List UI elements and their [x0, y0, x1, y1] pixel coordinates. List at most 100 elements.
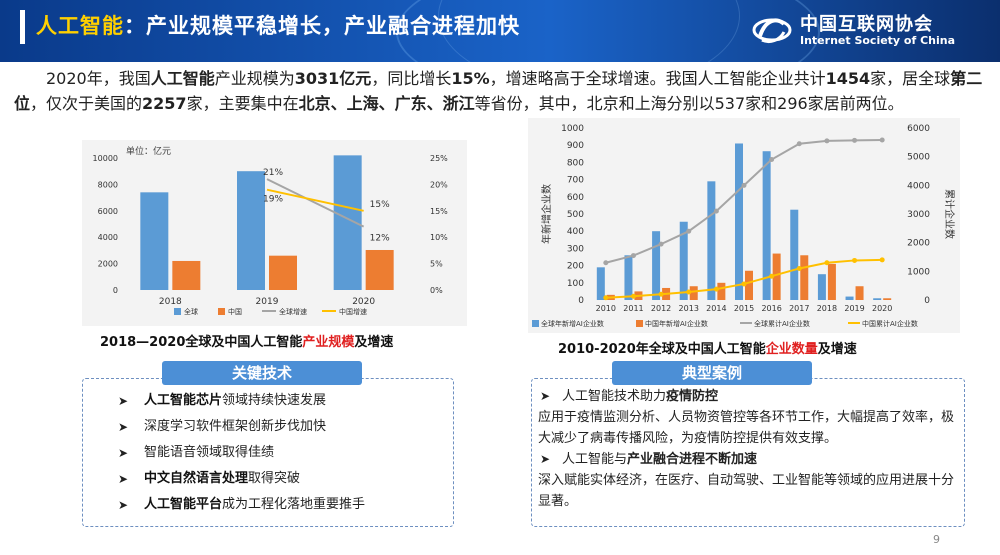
org-logo: 中国互联网协会 Internet Society of China — [746, 8, 986, 50]
chart2-caption: 2010-2020年全球及中国人工智能企业数量及增速 — [558, 342, 857, 357]
cumulative-point — [658, 291, 664, 297]
bar-china-new — [827, 263, 836, 300]
bar-global-new — [790, 209, 799, 300]
case-heading: ➤ 人工智能与产业融合进程不断加速 — [538, 449, 960, 470]
bar-china-new — [800, 255, 809, 300]
arrow-bullet-icon: ➤ — [540, 452, 551, 466]
cumulative-point — [852, 137, 858, 143]
arrow-bullet-icon: ➤ — [118, 498, 129, 512]
bar-china-new — [772, 253, 781, 300]
bar-global-new — [624, 255, 633, 300]
x-tick-label: 2020 — [352, 297, 375, 307]
title-banner: 人工智能：产业规模平稳增长，产业融合进程加快 中国互联网协会 Internet … — [0, 0, 1000, 62]
page-number: 9 — [933, 533, 940, 546]
cumulative-point — [630, 293, 636, 299]
y-left-tick-label: 100 — [567, 279, 584, 289]
y-right-tick-label: 5% — [430, 260, 443, 269]
cumulative-point — [741, 281, 747, 287]
enterprise-count-chart-svg: 0 100 200 300 400 500 600 700 800 900 1000 0 1000 200… — [532, 124, 956, 328]
bar-china-new — [717, 282, 726, 300]
key-tech-item: ➤ 深度学习软件框架创新步伐加快 — [118, 414, 448, 440]
bar-global-new — [873, 298, 882, 300]
bar-global-new — [762, 151, 771, 300]
y-right-tick-label: 0% — [430, 286, 443, 295]
y-left-tick-label: 500 — [567, 210, 584, 220]
legend-label: 全球年新增AI企业数 — [541, 319, 604, 328]
y-left-tick-label: 10000 — [93, 154, 118, 163]
case-body: 深入赋能实体经济，在医疗、自动驾驶、工业智能等领域的应用进展十分显著。 — [538, 473, 955, 509]
page-title: 人工智能：产业规模平稳增长，产业融合进程加快 — [36, 10, 520, 40]
legend-label: 中国增速 — [339, 307, 367, 316]
bar-china-new — [855, 286, 864, 300]
industry-scale-chart: 单位：亿元 0 2000 4000 6000 8000 10000 0% 5% 10% 15% 20%… — [82, 140, 467, 326]
bar-global-new — [652, 231, 661, 300]
legend-label: 中国 — [228, 307, 242, 316]
cumulative-point — [603, 295, 609, 301]
chart1-caption: 2018—2020全球及中国人工智能产业规模及增速 — [100, 335, 394, 350]
bar-china-new — [689, 286, 698, 300]
y-right-axis-label: 累计企业数 — [943, 189, 956, 239]
y-right-tick-label: 25% — [430, 154, 448, 163]
bar-global-new — [596, 267, 605, 300]
x-tick-label: 2011 — [623, 304, 643, 313]
cases-content: ➤ 人工智能技术助力疫情防控 应用于疫情监测分析、人员物资管控等各环节工作，大幅提… — [538, 386, 960, 512]
y-left-tick-label: 1000 — [561, 124, 584, 134]
case-body: 应用于疫情监测分析、人员物资管控等各环节工作，大幅提高了效率，极大减少了病毒传播… — [538, 410, 955, 446]
x-tick-label: 2010 — [596, 304, 616, 313]
growth-line — [266, 178, 365, 228]
cumulative-point — [630, 253, 636, 259]
bar-china-new — [883, 298, 892, 300]
cumulative-point — [741, 182, 747, 188]
bar-global-new — [679, 221, 688, 300]
cumulative-point — [796, 141, 802, 147]
y-right-tick-label: 0 — [924, 296, 930, 306]
arrow-bullet-icon: ➤ — [540, 389, 551, 403]
growth-line — [266, 188, 364, 212]
x-tick-label: 2016 — [761, 304, 781, 313]
cumulative-line — [605, 139, 883, 264]
y-right-tick-label: 10% — [430, 233, 448, 242]
x-tick-label: 2013 — [679, 304, 699, 313]
y-left-tick-label: 400 — [567, 227, 584, 237]
y-right-tick-label: 20% — [430, 180, 448, 189]
cumulative-point — [879, 137, 885, 143]
y-left-tick-label: 8000 — [98, 180, 118, 189]
y-left-tick-label: 2000 — [98, 260, 118, 269]
arrow-bullet-icon: ➤ — [118, 472, 129, 486]
legend-swatch — [174, 308, 181, 315]
x-tick-label: 2019 — [844, 304, 864, 313]
x-tick-label: 2014 — [706, 304, 726, 313]
industry-scale-chart-svg: 单位：亿元 0 2000 4000 6000 8000 10000 0% 5% 10% 15% 20%… — [93, 145, 449, 316]
y-left-tick-label: 200 — [567, 262, 584, 272]
x-tick-label: 2018 — [817, 304, 837, 313]
bar-china-new — [745, 270, 753, 300]
cumulative-point — [658, 241, 664, 247]
key-tech-item: ➤ 人工智能芯片领域持续快速发展 — [118, 388, 448, 414]
cumulative-point — [796, 265, 802, 271]
intro-paragraph: 2020年，我国人工智能产业规模为3031亿元，同比增长15%，增速略高于全球增… — [14, 69, 983, 113]
org-name-cn: 中国互联网协会 — [800, 14, 933, 35]
y-right-tick-label: 1000 — [907, 267, 930, 277]
x-tick-label: 2018 — [159, 297, 182, 307]
y-right-tick-label: 15% — [430, 207, 448, 216]
key-tech-panel — [82, 378, 454, 527]
enterprise-count-chart: 0 100 200 300 400 500 600 700 800 900 1000 0 1000 200… — [528, 118, 960, 333]
y-left-tick-label: 300 — [567, 244, 584, 254]
legend-swatch — [218, 308, 225, 315]
title-highlight: 人工智能 — [36, 14, 124, 38]
cumulative-point — [713, 286, 719, 292]
banner-decoration — [396, 0, 820, 62]
arrow-bullet-icon: ➤ — [118, 446, 129, 460]
bar-china — [269, 255, 297, 290]
cumulative-point — [769, 273, 775, 279]
cases-panel — [531, 378, 965, 527]
legend-swatch — [636, 320, 643, 327]
cumulative-line — [605, 258, 883, 299]
bar-global — [140, 192, 169, 290]
bar-global-new — [845, 296, 854, 300]
y-left-tick-label: 900 — [567, 141, 584, 151]
growth-data-label: 19% — [263, 195, 283, 205]
isc-logo-icon — [752, 18, 792, 44]
x-tick-label: 2020 — [872, 304, 892, 313]
org-name-en: Internet Society of China — [800, 34, 956, 47]
